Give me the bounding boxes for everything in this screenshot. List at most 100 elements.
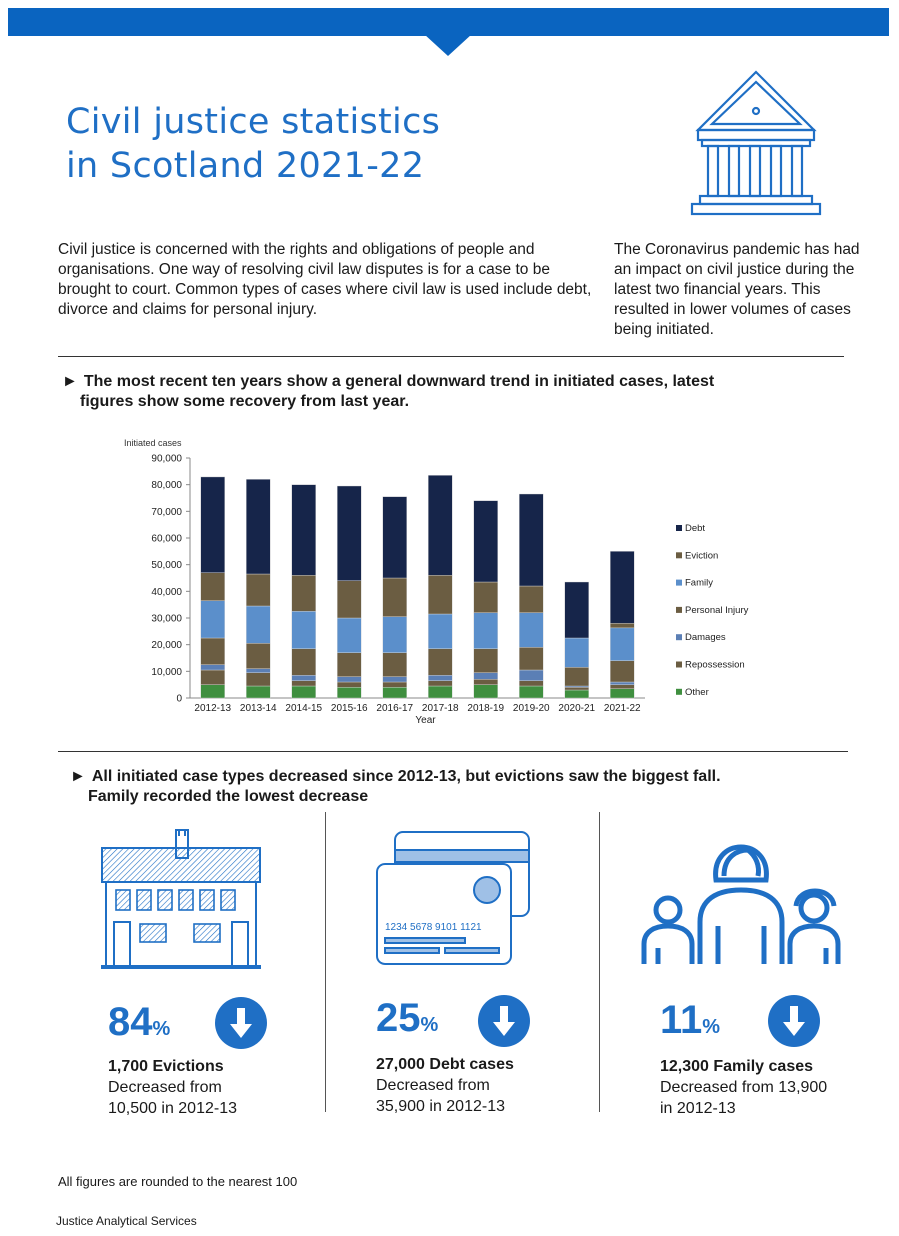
bar-segment-family [382,616,407,653]
bar-segment-eviction [519,585,544,613]
bar-segment-damages [473,672,498,680]
bar-segment-other [428,685,453,699]
bar-segment-repossession [473,679,498,685]
family-desc: Decreased from 13,900 in 2012-13 [660,1077,827,1119]
y-tick-label: 90,000 [151,454,182,465]
debt-percent-value: 25 [376,996,421,1040]
y-tick-label: 70,000 [151,507,182,518]
family-percent-sign: % [702,1016,721,1038]
family-title: 12,300 Family cases [660,1058,814,1075]
y-tick-label: 60,000 [151,534,182,545]
org-name: Justice Analytical Services [56,1214,197,1228]
bar-segment-eviction [291,575,316,612]
bar-segment-family [246,605,271,644]
bar-segment-family [610,627,635,661]
family-desc-line-2: in 2012-13 [660,1100,736,1117]
y-tick-label: 0 [176,694,182,705]
bar-segment-damages [200,664,225,671]
bar-segment-personal-injury [564,667,589,687]
bar-segment-eviction [382,577,407,617]
bar-segment-family [473,612,498,649]
bar-segment-repossession [200,669,225,685]
bar-segment-personal-injury [382,652,407,677]
y-tick-label: 80,000 [151,480,182,491]
x-tick-label: 2016-17 [376,703,413,714]
evictions-percent: 84% [108,1000,170,1045]
bar-segment-other [564,689,589,699]
debt-desc-line-1: Decreased from [376,1077,490,1094]
section-1-line-2: figures show some recovery from last yea… [80,393,410,410]
down-arrow-icon [478,995,530,1047]
x-tick-label: 2013-14 [240,703,277,714]
bar-segment-personal-injury [610,660,635,683]
y-tick-label: 30,000 [151,614,182,625]
bar-segment-repossession [428,680,453,687]
page-title: Civil justice statistics in Scotland 202… [66,100,586,188]
bar-segment-eviction [428,575,453,615]
title-line-2: in Scotland 2021-22 [66,146,425,186]
bar-segment-family [519,612,544,648]
bar-segment-other [337,687,362,699]
legend-label-repossession: Repossession [685,660,745,671]
legend-swatch-family [676,579,682,586]
bar-segment-eviction [610,623,635,629]
y-tick-label: 10,000 [151,667,182,678]
evictions-percent-sign: % [152,1018,171,1040]
bar-segment-personal-injury [428,648,453,676]
family-percent-value: 11 [660,998,703,1042]
bar-segment-other [200,684,225,699]
bar-segment-damages [519,669,544,681]
card-number: 1234 5678 9101 1121 [385,922,482,933]
x-tick-label: 2015-16 [331,703,368,714]
bar-segment-other [473,684,498,699]
bar-segment-personal-injury [337,652,362,677]
bar-segment-personal-injury [473,648,498,673]
legend-label-eviction: Eviction [685,550,718,561]
top-banner [8,8,889,36]
bar-segment-repossession [564,687,589,691]
bar-segment-personal-injury [519,647,544,671]
bar-segment-repossession [610,684,635,689]
bar-segment-debt [473,500,498,583]
triangle-bullet-icon: ► [62,373,78,390]
bar-segment-repossession [291,680,316,687]
bar-segment-personal-injury [291,648,316,676]
legend-swatch-repossession [676,661,682,668]
bar-segment-family [428,613,453,649]
legend-label-damages: Damages [685,632,726,643]
debt-title: 27,000 Debt cases [376,1056,514,1073]
legend-swatch-debt [676,525,682,531]
triangle-bullet-icon: ► [70,768,86,785]
x-axis-label: Year [415,715,436,726]
banner-notch [424,34,472,56]
bar-segment-eviction [200,572,225,601]
legend-swatch-damages [676,634,682,641]
x-tick-label: 2021-22 [604,703,641,714]
title-line-1: Civil justice statistics [66,102,441,142]
legend-label-personal-injury: Personal Injury [685,605,749,616]
section-2-line-1: All initiated case types decreased since… [91,768,721,785]
divider-1 [58,356,844,357]
bar-segment-debt [337,485,362,581]
y-tick-label: 20,000 [151,640,182,651]
bar-segment-eviction [246,573,271,607]
x-tick-label: 2018-19 [467,703,504,714]
y-tick-label: 40,000 [151,587,182,598]
bar-segment-other [291,685,316,699]
bar-segment-debt [200,476,225,573]
legend-swatch-other [676,688,682,695]
bar-segment-debt [610,551,635,624]
x-tick-label: 2020-21 [558,703,595,714]
y-axis-label: Initiated cases [124,438,182,448]
down-arrow-icon [768,995,820,1047]
bar-segment-debt [246,479,271,575]
x-tick-label: 2012-13 [194,703,231,714]
bar-segment-damages [428,675,453,681]
bar-segment-damages [382,676,407,683]
y-tick-label: 50,000 [151,560,182,571]
intro-right-text: The Coronavirus pandemic has had an impa… [614,241,860,338]
section-2-line-2: Family recorded the lowest decrease [88,788,369,805]
bar-segment-repossession [246,672,271,687]
bar-segment-debt [519,493,544,587]
intro-left-text: Civil justice is concerned with the righ… [58,241,592,318]
